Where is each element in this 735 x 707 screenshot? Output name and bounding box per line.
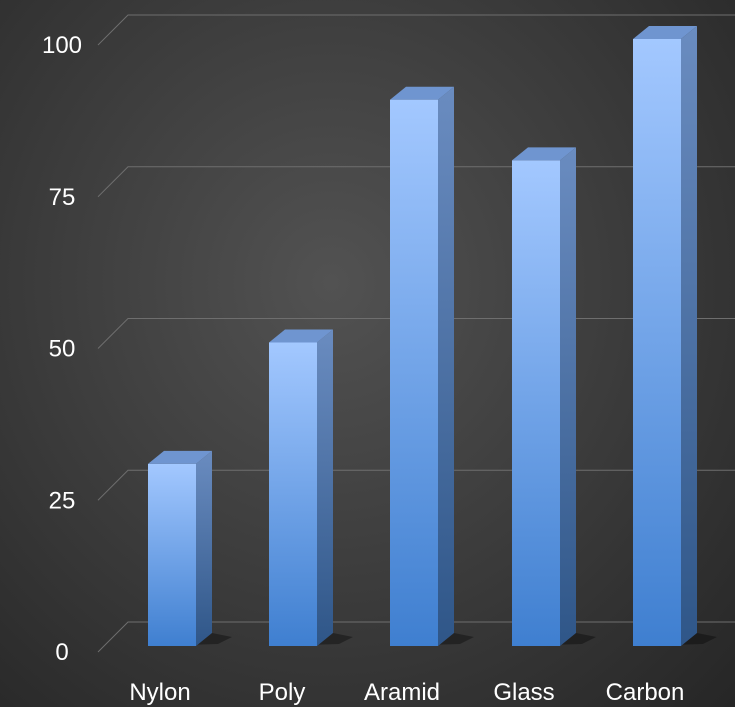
bar-side bbox=[438, 86, 454, 646]
bar bbox=[390, 86, 474, 646]
bar-side bbox=[560, 147, 576, 646]
x-tick-label: Poly bbox=[259, 679, 306, 706]
bar bbox=[633, 26, 717, 646]
bar bbox=[269, 329, 353, 646]
x-tick-label: Aramid bbox=[364, 679, 440, 706]
bar-side bbox=[681, 26, 697, 646]
bar-front bbox=[390, 99, 438, 646]
bar-front bbox=[269, 342, 317, 646]
y-tick-label: 25 bbox=[49, 487, 76, 514]
x-tick-label: Glass bbox=[493, 679, 554, 706]
bar-side bbox=[196, 450, 212, 646]
x-tick-label: Carbon bbox=[606, 679, 685, 706]
gridline bbox=[97, 14, 735, 46]
bar-top bbox=[390, 86, 454, 100]
bar-front bbox=[633, 39, 681, 646]
bar-top bbox=[633, 26, 697, 39]
x-tick-label: Nylon bbox=[129, 679, 190, 706]
bar bbox=[512, 147, 596, 646]
bar-side bbox=[317, 329, 333, 646]
y-tick-label: 50 bbox=[49, 336, 76, 363]
bar-top bbox=[148, 450, 212, 464]
bar-front bbox=[148, 463, 196, 646]
bar-top bbox=[512, 147, 576, 161]
y-tick-label: 0 bbox=[55, 639, 68, 666]
y-tick-label: 100 bbox=[42, 32, 82, 59]
y-tick-label: 75 bbox=[49, 184, 76, 211]
bar-front bbox=[512, 160, 560, 646]
bar-top bbox=[269, 329, 333, 343]
bar bbox=[148, 450, 232, 646]
